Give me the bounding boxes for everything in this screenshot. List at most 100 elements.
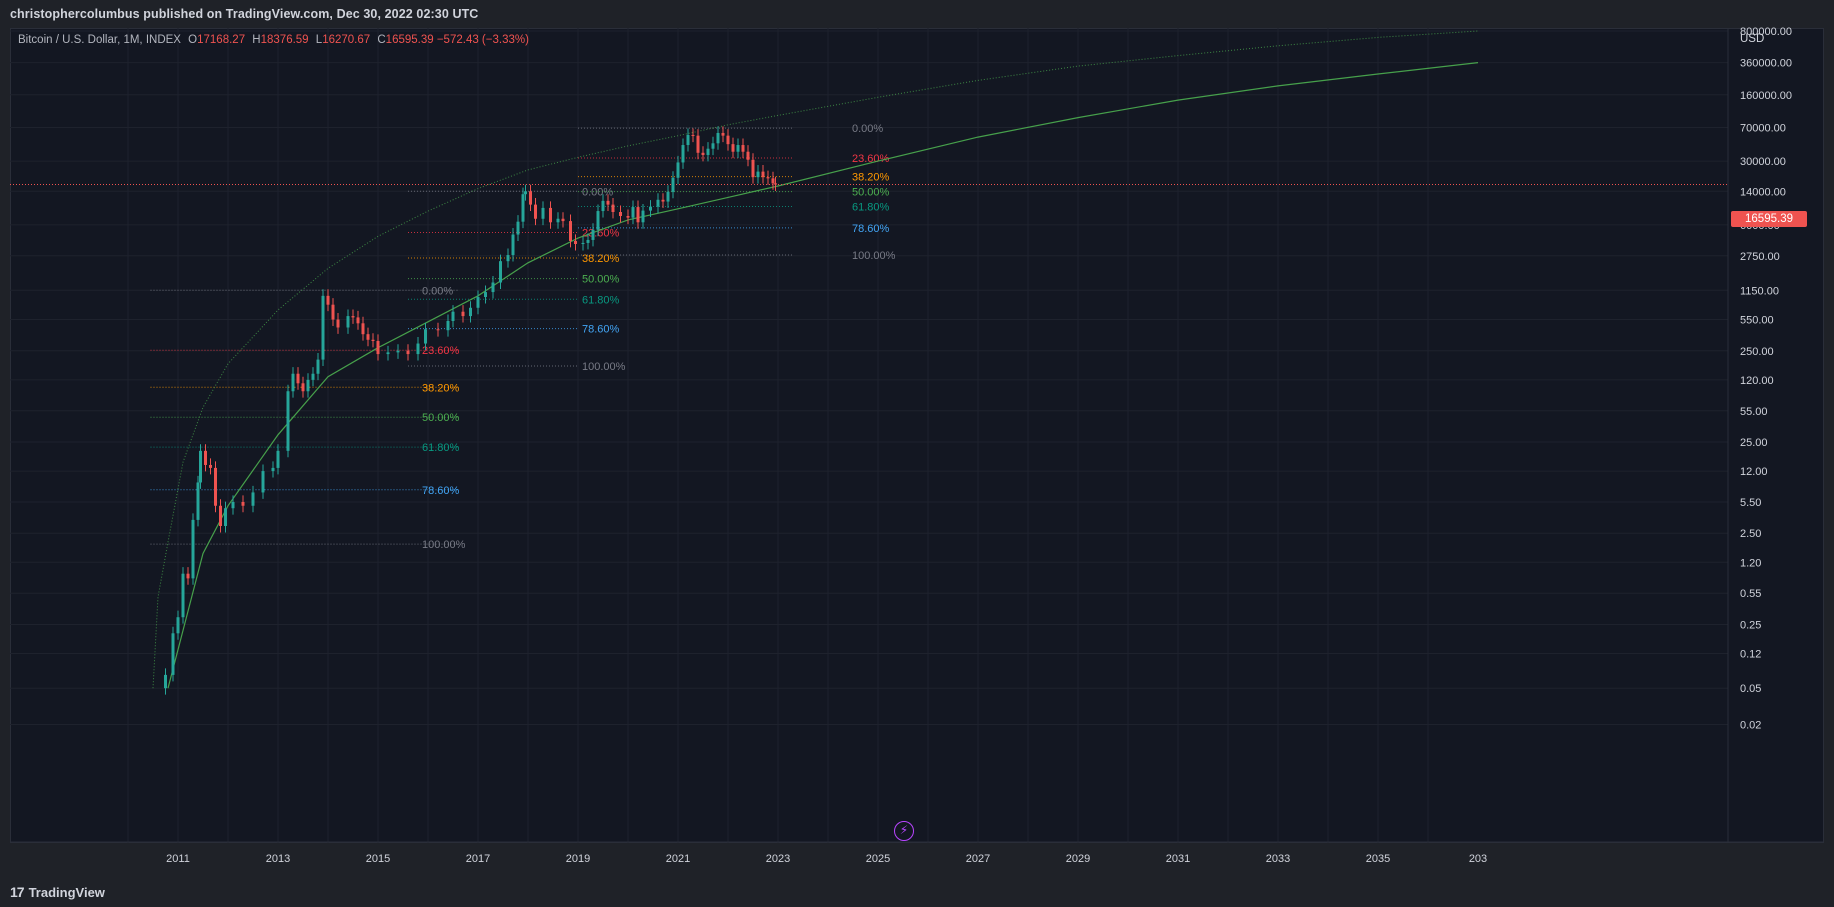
price-axis-label: 25.00 xyxy=(1740,437,1768,449)
open-value: 17168.27 xyxy=(197,34,246,46)
candle-body xyxy=(199,450,202,483)
time-axis-label: 2013 xyxy=(266,853,290,865)
candle-body xyxy=(286,391,290,451)
high-value: 18376.59 xyxy=(260,34,309,46)
lightning-bolt-icon[interactable]: ⚡ xyxy=(894,821,914,841)
candle-body xyxy=(209,464,212,468)
candle-body xyxy=(746,151,750,160)
candle-body xyxy=(231,501,235,509)
candle-body xyxy=(731,144,735,152)
candle-body xyxy=(649,206,652,211)
currency-label[interactable]: USD xyxy=(1740,33,1765,45)
candle-body xyxy=(224,508,227,527)
candle-body xyxy=(611,204,615,212)
candle-body xyxy=(706,148,710,155)
candle-body xyxy=(331,304,335,320)
candle-body xyxy=(511,234,515,256)
candle-body xyxy=(326,295,330,305)
candle-body xyxy=(691,134,695,136)
candle-body xyxy=(711,143,715,149)
candle-body xyxy=(491,282,495,293)
candle-body xyxy=(596,211,600,230)
price-axis-label: 1150.00 xyxy=(1740,285,1779,297)
tradingview-logo-icon[interactable]: 17 xyxy=(10,884,25,900)
fib-level-label: 23.60% xyxy=(582,228,620,240)
price-axis-label: 250.00 xyxy=(1740,346,1774,358)
candle-body xyxy=(396,350,400,353)
candle-body xyxy=(569,221,572,241)
candle-body xyxy=(549,207,552,223)
candle-body xyxy=(446,320,450,331)
close-value: 16595.39 xyxy=(385,34,434,46)
candle-body xyxy=(741,145,745,152)
candle-body xyxy=(406,350,410,355)
time-axis-label: 2019 xyxy=(566,853,590,865)
time-axis-label: 2021 xyxy=(666,853,690,865)
candle-body xyxy=(726,135,730,145)
fib-level-label: 100.00% xyxy=(422,539,466,551)
tradingview-brand[interactable]: TradingView xyxy=(28,884,105,900)
symbol-legend[interactable]: Bitcoin / U.S. Dollar, 1M, INDEX O17168.… xyxy=(18,34,529,46)
time-axis-label: 203 xyxy=(1469,853,1487,865)
candle-body xyxy=(351,316,355,318)
candle-body xyxy=(716,132,720,144)
candle-body xyxy=(516,221,520,235)
candle-body xyxy=(586,239,590,243)
candle-body xyxy=(666,191,670,202)
fib-level-label: 23.60% xyxy=(852,153,890,165)
price-axis-label: 0.25 xyxy=(1740,619,1761,631)
price-axis-label: 70000.00 xyxy=(1740,123,1786,135)
time-axis-label: 2025 xyxy=(866,853,890,865)
symbol-name[interactable]: Bitcoin / U.S. Dollar, 1M, INDEX xyxy=(18,34,181,46)
candle-body xyxy=(751,159,755,178)
fib-level-label: 50.00% xyxy=(582,274,620,286)
candle-body xyxy=(636,207,640,223)
candle-body xyxy=(774,183,777,185)
candle-body xyxy=(661,199,665,202)
candle-body xyxy=(476,297,480,308)
candle-body xyxy=(499,261,502,283)
candle-body xyxy=(261,471,265,493)
candle-body xyxy=(671,177,675,192)
chart-panel[interactable] xyxy=(10,28,1824,843)
price-chart[interactable]: 0.00% 23.60% 38.20% 50.00% 61.80% 78.60% 100.0… xyxy=(0,0,1834,877)
change-value: −572.43 (−3.33%) xyxy=(436,34,529,46)
candle-body xyxy=(301,383,305,392)
candle-body xyxy=(376,340,380,355)
fib-level-label: 23.60% xyxy=(422,345,460,357)
time-axis-label: 2029 xyxy=(1066,853,1090,865)
candle-body xyxy=(276,450,280,468)
publish-header: christophercolumbus published on Trading… xyxy=(0,0,1834,28)
fib-level-label: 38.20% xyxy=(422,382,460,394)
high-label: H xyxy=(252,34,261,46)
low-label: L xyxy=(315,34,323,46)
candle-body xyxy=(484,292,487,298)
price-axis-label: 14000.00 xyxy=(1740,186,1786,198)
candle-body xyxy=(641,210,645,223)
candle-body xyxy=(164,674,167,689)
candle-body xyxy=(204,450,207,465)
candle-body xyxy=(656,199,660,207)
candle-body xyxy=(181,573,185,618)
candle-body xyxy=(581,242,585,245)
fib-level-label: 38.20% xyxy=(582,253,620,265)
fib-level-label: 78.60% xyxy=(582,324,620,336)
open-label: O xyxy=(188,34,198,46)
fib-level-label: 61.80% xyxy=(422,442,460,454)
candle-body xyxy=(631,207,635,218)
price-axis-label: 160000.00 xyxy=(1740,90,1792,102)
candle-body xyxy=(316,359,320,374)
publisher-text: christophercolumbus published on Trading… xyxy=(10,7,479,21)
price-axis-label: 0.55 xyxy=(1740,588,1761,600)
candle-body xyxy=(176,617,180,634)
candle-body xyxy=(306,379,310,392)
fib-level-label: 50.00% xyxy=(852,187,890,199)
candle-body xyxy=(736,145,740,152)
regression-curve xyxy=(167,62,1479,689)
candle-body xyxy=(191,519,195,579)
candle-body xyxy=(321,295,325,360)
price-axis-label: 1.20 xyxy=(1740,557,1761,569)
fib-level-label: 61.80% xyxy=(582,294,620,306)
candle-body xyxy=(371,339,375,341)
candle-body xyxy=(461,311,465,317)
